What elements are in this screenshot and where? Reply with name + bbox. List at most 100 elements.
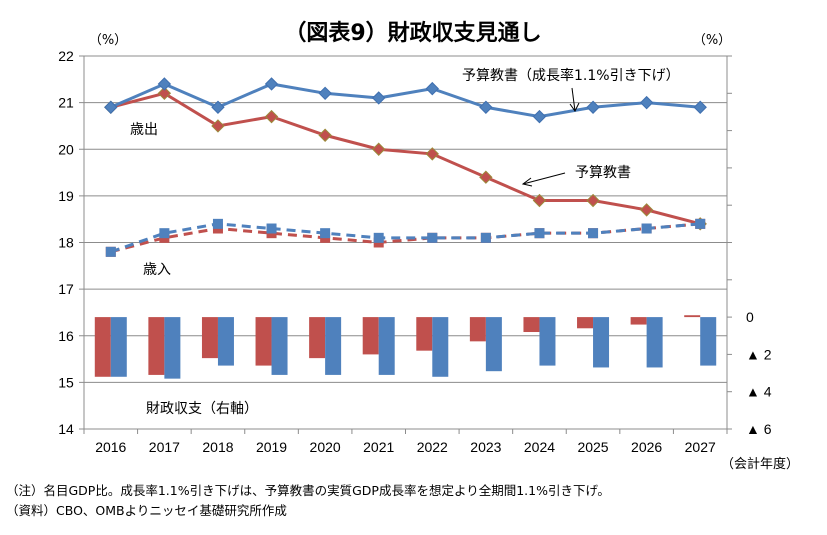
- diamond-marker: [479, 100, 493, 114]
- x-tick-label: 2016: [95, 439, 126, 455]
- left-tick-label: 22: [58, 48, 74, 64]
- diamond-marker: [318, 128, 332, 142]
- bar-lowgrowth: [271, 317, 288, 375]
- diamond-marker: [586, 193, 600, 208]
- axes: [79, 55, 732, 434]
- square-marker: [373, 232, 384, 243]
- square-marker: [641, 223, 652, 234]
- gridlines: [84, 55, 727, 383]
- left-tick-label: 15: [58, 374, 74, 390]
- diamond-marker: [425, 81, 439, 96]
- bar-budget: [362, 317, 379, 355]
- left-tick-label: 21: [58, 95, 74, 111]
- diamond-marker: [425, 147, 439, 161]
- series-line: [110, 222, 701, 254]
- bar-lowgrowth: [646, 317, 663, 368]
- diamond-marker: [104, 100, 118, 114]
- square-marker: [320, 228, 331, 239]
- arrow-budget: [522, 172, 566, 185]
- bar-budget: [94, 317, 111, 377]
- square-marker: [266, 223, 277, 234]
- diamond-marker: [264, 109, 279, 124]
- bar-budget: [201, 317, 218, 359]
- square-marker: [427, 232, 438, 243]
- annotation-budget: 予算教書: [575, 165, 631, 181]
- x-tick-label: 2018: [202, 439, 233, 455]
- diamond-marker: [693, 100, 707, 114]
- x-tick-label: 2024: [524, 439, 555, 455]
- x-tick-label: 2027: [685, 439, 716, 455]
- left-tick-label: 19: [58, 188, 74, 204]
- diamond-marker: [211, 100, 225, 114]
- bar-lowgrowth: [378, 317, 395, 375]
- left-tick-label: 20: [58, 141, 74, 157]
- annotation-balance: 財政収支（右軸）: [146, 401, 258, 417]
- square-marker: [159, 228, 170, 239]
- diamond-marker: [532, 193, 547, 208]
- diamond-marker: [157, 86, 172, 101]
- x-tick-label: 2025: [577, 439, 608, 455]
- bars: [94, 315, 717, 379]
- diamond-marker: [372, 91, 386, 105]
- right-tick-label: ▲ 6: [746, 421, 772, 437]
- annotation-budget-lowgrowth: 予算教書（成長率1.1%引き下げ）: [462, 67, 680, 84]
- diamond-marker: [211, 119, 225, 133]
- right-axis-unit: （%）: [693, 33, 731, 48]
- bar-lowgrowth: [164, 317, 181, 379]
- bar-budget: [630, 317, 647, 325]
- note-footnote: （注）名目GDP比。成長率1.1%引き下げは、予算教書の実質GDP成長率を想定よ…: [6, 483, 610, 498]
- bar-budget: [523, 317, 540, 333]
- annotation-expenditure: 歳出: [130, 122, 158, 138]
- left-tick-label: 17: [58, 281, 74, 297]
- bar-budget: [148, 317, 165, 375]
- bar-lowgrowth: [432, 317, 449, 377]
- bar-lowgrowth: [110, 317, 127, 377]
- bar-budget: [684, 315, 701, 318]
- diamond-marker: [586, 100, 600, 114]
- square-marker: [588, 228, 599, 239]
- right-tick-label: 0: [746, 309, 754, 325]
- x-tick-label: 2019: [256, 439, 287, 455]
- diamond-marker: [639, 95, 654, 110]
- bar-lowgrowth: [700, 317, 717, 366]
- chart-title: （図表9）財政収支見通し: [284, 20, 541, 46]
- x-axis-label: （会計年度）: [721, 456, 799, 472]
- left-axis-unit: （%）: [89, 33, 127, 48]
- annotation-revenue: 歳入: [143, 262, 171, 278]
- diamond-marker: [372, 142, 386, 156]
- x-tick-label: 2022: [417, 439, 448, 455]
- bar-lowgrowth: [539, 317, 556, 366]
- diamond-marker: [157, 77, 172, 91]
- diamond-marker: [318, 86, 332, 101]
- bar-budget: [255, 317, 272, 366]
- diamond-marker: [264, 77, 279, 91]
- diamond-marker: [639, 203, 654, 217]
- series-line: [110, 91, 701, 226]
- arrowhead-budget-lowgrowth: [569, 102, 580, 112]
- x-tick-label: 2017: [149, 439, 180, 455]
- series-line: [110, 82, 701, 119]
- bar-lowgrowth: [485, 317, 502, 372]
- x-tick-label: 2020: [310, 439, 341, 455]
- left-tick-label: 16: [58, 328, 74, 344]
- diamond-marker: [479, 170, 493, 184]
- left-tick-label: 18: [58, 235, 74, 251]
- lines: [104, 77, 707, 257]
- square-marker: [212, 218, 223, 229]
- square-marker: [480, 232, 491, 243]
- square-marker: [695, 218, 706, 229]
- bar-budget: [577, 317, 594, 329]
- arrowhead-budget: [521, 177, 533, 187]
- arrow-budget-lowgrowth: [571, 87, 576, 112]
- x-tick-label: 2023: [470, 439, 501, 455]
- bar-budget: [416, 317, 433, 351]
- bar-budget: [309, 317, 326, 359]
- diamond-marker: [532, 109, 547, 124]
- right-tick-label: ▲ 4: [746, 384, 772, 400]
- right-tick-label: ▲ 2: [746, 346, 772, 362]
- left-tick-label: 14: [58, 421, 74, 437]
- bar-lowgrowth: [217, 317, 234, 366]
- note-source: （資料）CBO、OMBよりニッセイ基礎研究所作成: [6, 503, 287, 518]
- bar-budget: [469, 317, 486, 342]
